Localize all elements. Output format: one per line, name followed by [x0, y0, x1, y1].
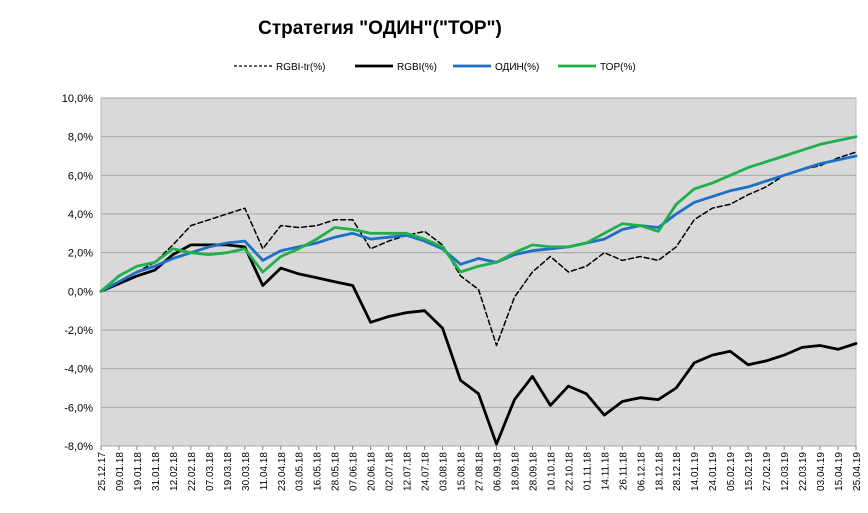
x-tick-label: 28.09.18: [528, 452, 539, 491]
x-tick-label: 06.12.18: [636, 452, 647, 491]
y-tick-label: 10,0%: [62, 93, 93, 105]
x-tick-label: 15.08.18: [457, 452, 468, 491]
y-tick-label: 8,0%: [68, 132, 93, 144]
x-tick-label: 12.03.19: [780, 452, 791, 491]
x-tick-label: 24.01.19: [708, 452, 719, 491]
x-tick-label: 18.12.18: [654, 452, 665, 491]
legend-label-0: RGBI-tr(%): [276, 62, 325, 73]
x-tick-label: 03.04.19: [816, 452, 827, 491]
x-tick-label: 26.11.18: [618, 452, 629, 491]
x-tick-label: 18.09.18: [510, 452, 521, 491]
x-tick-label: 25.04.19: [852, 452, 863, 491]
series-line-3: [99, 135, 858, 293]
x-tick-label: 22.02.18: [187, 452, 198, 491]
x-tick-label: 22.10.18: [564, 452, 575, 491]
y-tick-label: -2,0%: [64, 325, 93, 337]
x-tick-label: 06.09.18: [492, 452, 503, 491]
x-tick-label: 03.08.18: [439, 452, 450, 491]
x-tick-label: 19.03.18: [223, 452, 234, 491]
x-tick-label: 12.07.18: [403, 452, 414, 491]
y-tick-label: 6,0%: [68, 170, 93, 182]
y-tick-label: 0,0%: [68, 286, 93, 298]
x-tick-label: 31.01.18: [151, 452, 162, 491]
x-tick-label: 23.04.18: [277, 452, 288, 491]
legend-label-1: RGBI(%): [397, 62, 437, 73]
x-tick-label: 07.03.18: [205, 452, 216, 491]
legend-label-3: ТОР(%): [600, 62, 636, 73]
y-tick-label: 2,0%: [68, 248, 93, 260]
plot-area: [100, 97, 857, 447]
x-tick-label: 09.01.18: [115, 452, 126, 491]
chart-title: Стратегия "ОДИН"("ТОР"): [258, 18, 502, 39]
legend: RGBI-tr(%) RGBI(%) ОДИН(%) ТОР(%): [234, 62, 636, 73]
y-axis: 10,0% 8,0% 6,0% 4,0% 2,0% 0,0% -2,0% -4,0% -6,0%…: [62, 93, 93, 453]
x-tick-label: 22.03.19: [798, 452, 809, 491]
x-tick-label: 10.10.18: [546, 452, 557, 491]
x-tick-label: 11.04.18: [259, 452, 270, 491]
x-axis: 25.12.17 09.01.18 19.01.18 31.01.18 12.02.18…: [97, 446, 863, 491]
x-tick-label: 14.11.18: [600, 452, 611, 491]
x-tick-label: 16.05.18: [313, 452, 324, 491]
y-tick-label: 4,0%: [68, 209, 93, 221]
x-tick-label: 05.02.19: [726, 452, 737, 491]
x-tick-label: 12.02.18: [169, 452, 180, 491]
x-tick-label: 15.04.19: [834, 452, 845, 491]
x-tick-label: 30.03.18: [241, 452, 252, 491]
x-tick-label: 20.06.18: [367, 452, 378, 491]
y-tick-label: -8,0%: [64, 441, 93, 453]
x-tick-label: 25.12.17: [97, 452, 108, 491]
x-tick-label: 27.02.19: [762, 452, 773, 491]
series-lines: [99, 135, 858, 446]
y-tick-label: -6,0%: [64, 402, 93, 414]
x-tick-label: 14.01.19: [690, 452, 701, 491]
legend-label-2: ОДИН(%): [495, 62, 539, 73]
x-tick-label: 24.07.18: [421, 452, 432, 491]
series-line-1: [99, 243, 858, 446]
x-tick-label: 15.02.19: [744, 452, 755, 491]
x-tick-label: 28.12.18: [672, 452, 683, 491]
x-tick-label: 28.05.18: [331, 452, 342, 491]
y-tick-label: -4,0%: [64, 364, 93, 376]
series-line-0: [100, 151, 857, 347]
x-tick-label: 02.07.18: [385, 452, 396, 491]
x-tick-label: 19.01.18: [133, 452, 144, 491]
x-tick-label: 01.11.18: [582, 452, 593, 491]
x-tick-label: 03.05.18: [295, 452, 306, 491]
x-tick-label: 07.06.18: [349, 452, 360, 491]
x-tick-label: 27.08.18: [475, 452, 486, 491]
series-line-2: [99, 154, 858, 293]
